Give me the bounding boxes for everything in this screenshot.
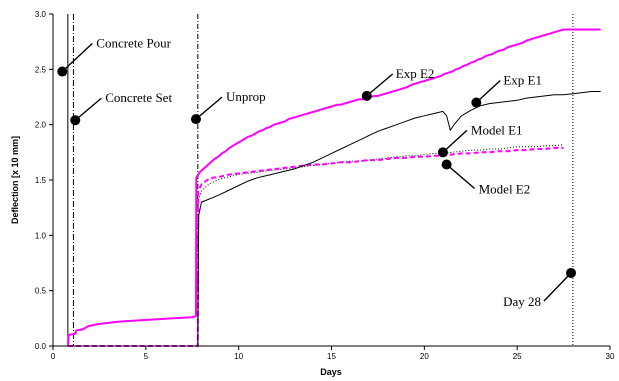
annotation-leader-day-28 — [543, 272, 572, 302]
annotation-label-model-e1: Model E1 — [471, 122, 523, 137]
y-axis-title: Deflection [x 10 mm] — [10, 136, 20, 224]
annotation-leader-concrete-pour — [61, 43, 93, 73]
annotation-marker-unprop — [190, 114, 201, 125]
annotation-leader-exp-e1 — [475, 80, 501, 104]
x-tick-label: 0 — [51, 352, 56, 361]
series-line-exp-e1 — [197, 91, 601, 347]
annotation-leader-model-e1 — [442, 129, 468, 153]
y-tick-label: 1.0 — [35, 231, 47, 240]
annotation-marker-concrete-pour — [57, 66, 68, 77]
annotation-leader-model-e2 — [446, 163, 476, 190]
x-tick-label: 15 — [327, 352, 336, 361]
event-lines — [67, 14, 574, 346]
annotation-label-unprop: Unprop — [226, 89, 266, 104]
annotation-leader-exp-e2 — [366, 73, 394, 97]
series-line-model-e2 — [67, 146, 564, 347]
series-line-model-e1 — [67, 144, 564, 347]
x-tick-label: 25 — [513, 352, 522, 361]
annotation-label-day-28: Day 28 — [503, 294, 541, 309]
y-tick-label: 2.5 — [35, 65, 47, 74]
annotation-label-concrete-pour: Concrete Pour — [96, 36, 171, 51]
series-line-exp-e2 — [66, 28, 601, 347]
annotation-label-model-e2: Model E2 — [479, 182, 531, 197]
annotation-label-exp-e1: Exp E1 — [503, 73, 542, 88]
y-tick-label: 1.5 — [35, 176, 47, 185]
tick-labels: 0 5 10 15 20 25 30 0.0 0.5 1.0 1.5 2.0 2.5 3.0 — [35, 10, 615, 361]
y-tick-label: 2.0 — [35, 121, 47, 130]
x-tick-label: 20 — [420, 352, 429, 361]
x-axis-title: Days — [320, 367, 342, 377]
annotation-marker-day-28 — [566, 267, 577, 278]
y-tick-label: 0.5 — [35, 287, 47, 296]
annotation-marker-exp-e2 — [361, 90, 372, 101]
annotations: Concrete Pour Concrete Set Unprop Exp E2 Exp… — [57, 36, 577, 309]
annotation-leader-unprop — [195, 96, 223, 120]
series-lines — [66, 28, 601, 347]
annotation-leader-concrete-set — [74, 97, 102, 121]
x-tick-label: 30 — [606, 352, 615, 361]
y-tick-label: 0.0 — [35, 342, 47, 351]
y-tick-label: 3.0 — [35, 10, 47, 19]
annotation-marker-model-e2 — [441, 159, 452, 170]
x-tick-label: 5 — [144, 352, 149, 361]
annotation-marker-exp-e1 — [471, 97, 482, 108]
annotation-label-concrete-set: Concrete Set — [105, 90, 172, 105]
x-tick-label: 10 — [234, 352, 243, 361]
annotation-marker-concrete-set — [70, 115, 81, 126]
annotation-marker-model-e1 — [437, 147, 448, 158]
annotation-label-exp-e2: Exp E2 — [396, 66, 435, 81]
